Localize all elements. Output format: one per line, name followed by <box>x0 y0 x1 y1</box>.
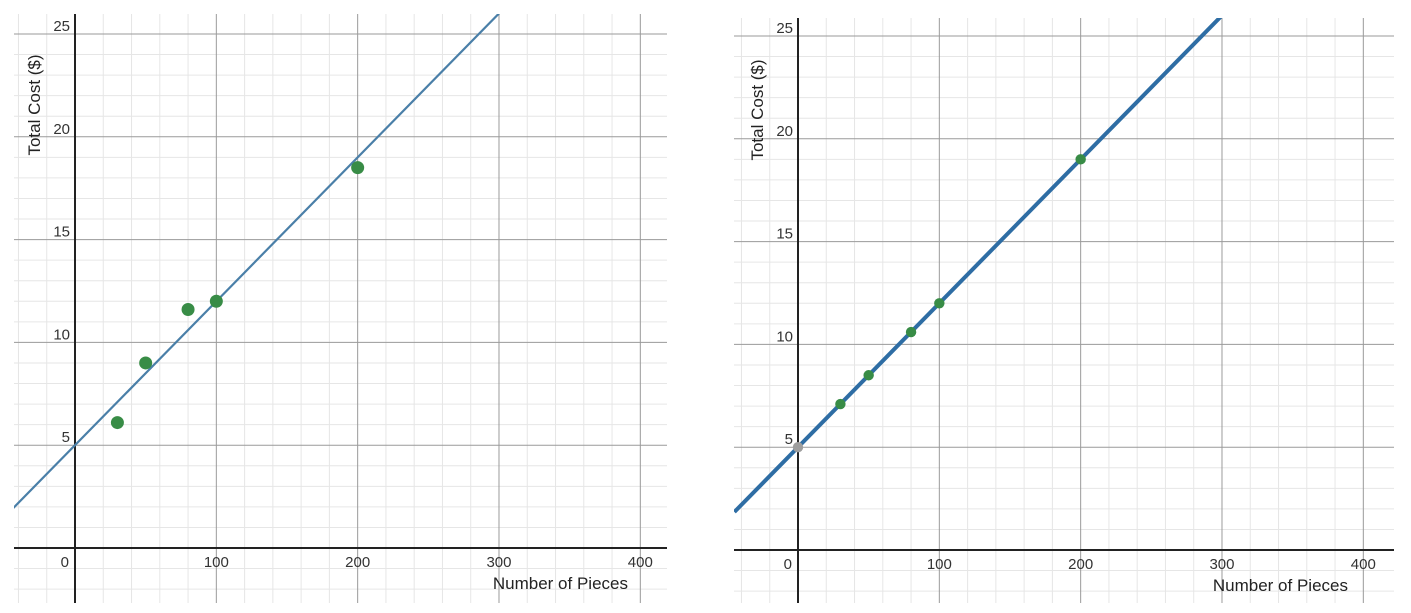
chart2-data-point[interactable] <box>835 398 846 410</box>
chart1-x-axis-label: Number of Pieces <box>493 574 628 593</box>
chart1-x-tick-label: 300 <box>486 554 511 571</box>
chart1-y-tick-label: 10 <box>53 326 70 343</box>
chart2-data-point[interactable] <box>934 298 945 309</box>
chart2-y-tick-label: 15 <box>776 226 793 243</box>
chart2-x-tick-label: 200 <box>1068 556 1093 573</box>
chart2-x-tick-label: 0 <box>784 556 792 573</box>
chart2-x-axis-label: Number of Pieces <box>1213 576 1348 595</box>
chart2-x-tick-label: 100 <box>927 556 952 573</box>
chart1-x-tick-label: 400 <box>628 554 653 571</box>
chart1-data-point[interactable] <box>139 356 153 370</box>
chart1-grid <box>14 14 667 603</box>
chart1-y-tick-label: 20 <box>53 121 70 138</box>
chart2-data-point[interactable] <box>792 442 804 453</box>
chart2-y-tick-label: 25 <box>776 20 793 37</box>
chart1-y-tick-label: 5 <box>62 429 70 446</box>
chart-left: 0 100 200 300 400 5 10 15 20 25 Total Cost ($) Numb… <box>14 14 667 603</box>
chart2-data-point[interactable] <box>863 370 874 381</box>
chart-right: 0 100 200 300 400 5 10 15 20 25 Total Cost ($) Numb… <box>734 18 1394 603</box>
chart2-y-tick-label: 20 <box>776 123 793 140</box>
chart1-data-point[interactable] <box>351 161 365 175</box>
chart1-x-tick-label: 100 <box>204 554 229 571</box>
chart2-y-tick-label: 10 <box>776 328 793 345</box>
chart1-data-point[interactable] <box>209 294 223 308</box>
chart2-x-tick-label: 400 <box>1351 556 1376 573</box>
chart1-x-tick-label: 200 <box>345 554 370 571</box>
chart2-data-point[interactable] <box>1075 154 1086 165</box>
chart1-data-point[interactable] <box>110 416 124 430</box>
chart2-y-tick-label: 5 <box>785 431 793 448</box>
chart1-x-tick-label: 0 <box>61 554 69 571</box>
chart1-y-axis-label: Total Cost ($) <box>25 54 44 155</box>
chart1-data-point[interactable] <box>181 303 195 317</box>
chart2-x-tick-label: 300 <box>1209 556 1234 573</box>
chart1-fit-line <box>14 14 500 509</box>
chart1-y-tick-label: 25 <box>53 18 70 35</box>
chart2-y-axis-label: Total Cost ($) <box>748 59 767 160</box>
chart2-data-point[interactable] <box>905 326 917 338</box>
chart2-grid <box>734 18 1394 603</box>
chart1-y-tick-label: 15 <box>53 224 70 241</box>
